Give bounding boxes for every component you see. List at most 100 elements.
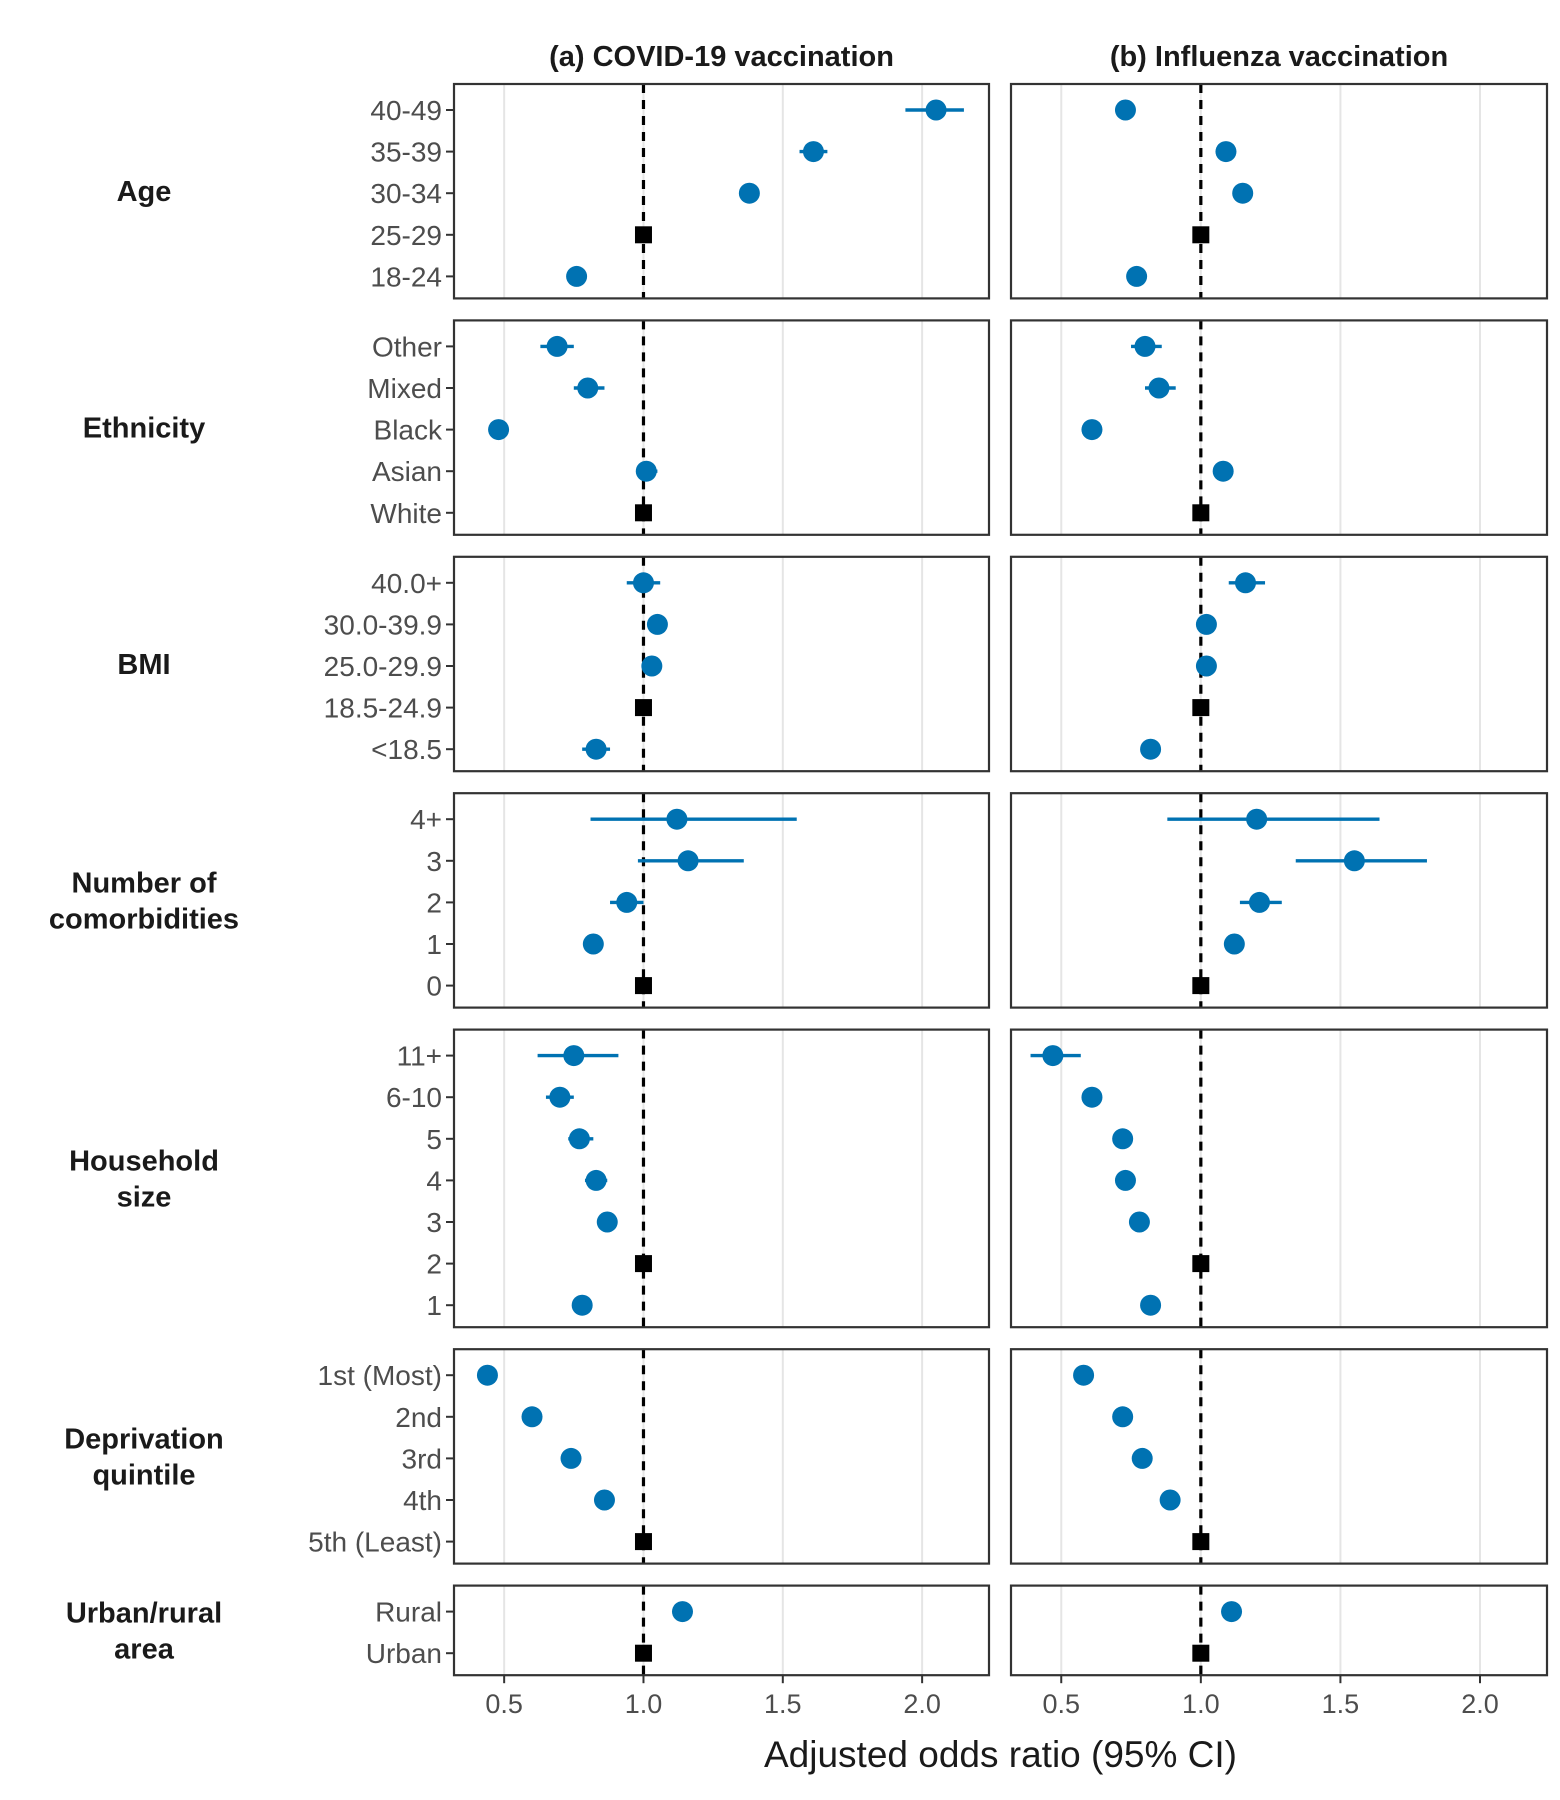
reference-marker bbox=[634, 1533, 652, 1551]
reference-marker bbox=[1192, 977, 1210, 995]
y-tick-label: 2 bbox=[426, 1249, 442, 1280]
estimate-point bbox=[1159, 1489, 1181, 1511]
panel-border bbox=[1009, 792, 1549, 1009]
panel-border bbox=[1009, 555, 1549, 773]
panel-border bbox=[452, 319, 991, 536]
estimate-point bbox=[1081, 419, 1103, 441]
y-tick-label: White bbox=[370, 498, 442, 529]
reference-marker bbox=[634, 699, 652, 717]
estimate-point bbox=[1248, 891, 1270, 913]
y-tick-label: 30.0-39.9 bbox=[324, 609, 442, 640]
y-tick-label: 3 bbox=[426, 846, 442, 877]
estimate-point bbox=[646, 613, 668, 635]
estimate-point bbox=[632, 572, 654, 594]
group-label: Ethnicity bbox=[83, 413, 205, 445]
group-label: Number of bbox=[72, 867, 217, 899]
y-tick-label: 2nd bbox=[395, 1402, 442, 1433]
x-tick-label: 1.5 bbox=[1322, 1689, 1360, 1719]
y-tick-label: 6-10 bbox=[386, 1082, 442, 1113]
estimate-point bbox=[546, 335, 568, 357]
y-tick-label: <18.5 bbox=[371, 734, 442, 765]
panel-border bbox=[1009, 1584, 1549, 1677]
plot-layer: 40-49 35-39 30-34 25-29 18-24 Age Other Mixed Bl… bbox=[49, 82, 1549, 1719]
y-tick-label: 18-24 bbox=[370, 261, 442, 292]
y-tick-label: Rural bbox=[375, 1597, 442, 1628]
group-label: area bbox=[114, 1633, 175, 1665]
estimate-point bbox=[1195, 655, 1217, 677]
group-label: Age bbox=[117, 176, 172, 208]
group-label: BMI bbox=[117, 649, 170, 681]
estimate-point bbox=[549, 1086, 571, 1108]
group-label: Deprivation bbox=[64, 1423, 224, 1455]
estimate-point bbox=[1195, 613, 1217, 635]
estimate-point bbox=[568, 1128, 590, 1150]
estimate-point bbox=[1114, 99, 1136, 121]
group-label: quintile bbox=[92, 1459, 195, 1491]
estimate-point bbox=[666, 808, 688, 830]
y-tick-label: Mixed bbox=[367, 373, 442, 404]
reference-marker bbox=[634, 226, 652, 244]
y-tick-label: 3rd bbox=[402, 1443, 442, 1474]
x-tick-label: 1.0 bbox=[625, 1689, 663, 1719]
panel-border bbox=[1009, 319, 1549, 536]
estimate-point bbox=[585, 1169, 607, 1191]
panel-title-influenza: (b) Influenza vaccination bbox=[1110, 41, 1448, 73]
y-tick-label: 30-34 bbox=[370, 178, 442, 209]
reference-marker bbox=[634, 1644, 652, 1662]
panel-border bbox=[452, 1348, 991, 1565]
y-tick-label: 4 bbox=[426, 1165, 442, 1196]
y-tick-label: 1st (Most) bbox=[318, 1360, 442, 1391]
estimate-point bbox=[1215, 141, 1237, 163]
estimate-point bbox=[1134, 335, 1156, 357]
estimate-point bbox=[1081, 1086, 1103, 1108]
reference-marker bbox=[634, 504, 652, 522]
y-tick-label: 1 bbox=[426, 929, 442, 960]
estimate-point bbox=[488, 419, 510, 441]
y-tick-label: 11+ bbox=[397, 1041, 442, 1072]
y-tick-label: 40-49 bbox=[370, 95, 442, 126]
panel-border bbox=[1009, 82, 1549, 300]
estimate-point bbox=[671, 1601, 693, 1623]
reference-marker bbox=[1192, 504, 1210, 522]
y-tick-label: 35-39 bbox=[370, 137, 442, 168]
estimate-point bbox=[1073, 1364, 1095, 1386]
estimate-point bbox=[1148, 377, 1170, 399]
estimate-point bbox=[1212, 460, 1234, 482]
estimate-point bbox=[521, 1406, 543, 1428]
group-label: Household bbox=[69, 1145, 219, 1177]
estimate-point bbox=[1114, 1169, 1136, 1191]
x-tick-label: 1.0 bbox=[1182, 1689, 1220, 1719]
reference-marker bbox=[1192, 699, 1210, 717]
estimate-point bbox=[566, 265, 588, 287]
y-tick-label: Black bbox=[374, 415, 443, 446]
y-tick-label: Asian bbox=[372, 456, 442, 487]
y-tick-label: 2 bbox=[426, 887, 442, 918]
y-tick-label: 4+ bbox=[410, 804, 442, 835]
group-label: Urban/rural bbox=[66, 1597, 222, 1629]
panel-border bbox=[1009, 1348, 1549, 1565]
x-axis-title: Adjusted odds ratio (95% CI) bbox=[764, 1734, 1237, 1775]
y-tick-label: 0 bbox=[426, 971, 442, 1002]
estimate-point bbox=[1128, 1211, 1150, 1233]
estimate-point bbox=[635, 460, 657, 482]
y-tick-label: 25.0-29.9 bbox=[324, 651, 442, 682]
group-label: comorbidities bbox=[49, 903, 239, 935]
y-tick-label: 3 bbox=[426, 1207, 442, 1238]
estimate-point bbox=[738, 182, 760, 204]
estimate-point bbox=[925, 99, 947, 121]
y-tick-label: 18.5-24.9 bbox=[324, 693, 442, 724]
panel-border bbox=[452, 1584, 991, 1677]
reference-marker bbox=[1192, 1255, 1210, 1273]
estimate-point bbox=[641, 655, 663, 677]
y-tick-label: 1 bbox=[426, 1290, 442, 1321]
estimate-point bbox=[582, 933, 604, 955]
estimate-point bbox=[593, 1489, 615, 1511]
y-tick-label: 4th bbox=[403, 1485, 442, 1516]
reference-marker bbox=[634, 977, 652, 995]
panel-border bbox=[452, 82, 991, 300]
panel-border bbox=[452, 1028, 991, 1329]
y-tick-label: Urban bbox=[366, 1638, 442, 1669]
y-tick-label: 25-29 bbox=[370, 220, 442, 251]
y-tick-label: 5th (Least) bbox=[308, 1527, 442, 1558]
